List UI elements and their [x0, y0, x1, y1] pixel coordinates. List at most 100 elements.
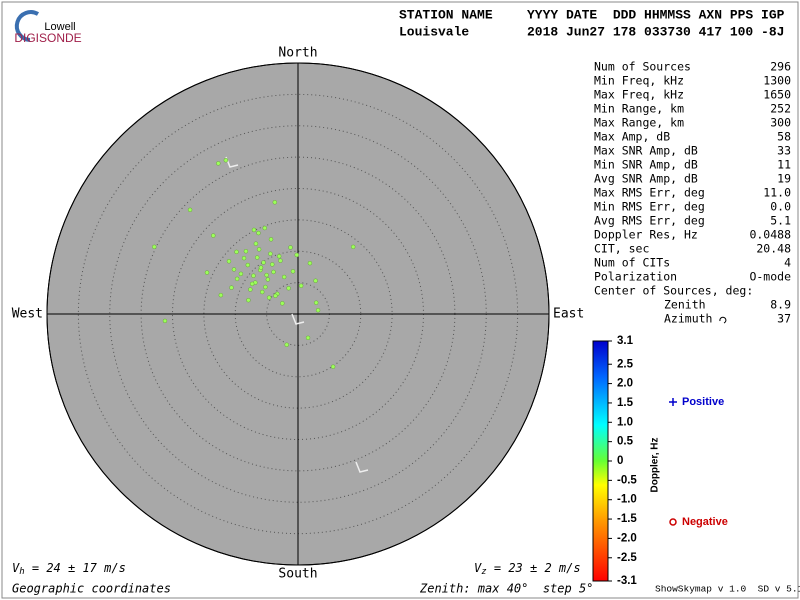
source-point — [256, 230, 261, 236]
source-point — [248, 287, 253, 292]
source-point — [231, 267, 237, 272]
source-point — [270, 262, 275, 267]
logo-swirl — [14, 10, 40, 42]
logo-bottom: DIGISONDE — [14, 31, 81, 45]
source-point — [152, 244, 157, 250]
stat-value: 0.0488 — [749, 228, 791, 242]
stat-label: Min RMS Err, deg — [594, 200, 705, 214]
source-point — [258, 265, 264, 270]
direction-label: North — [278, 46, 317, 61]
colorbar-tick-label: -2.0 — [617, 532, 637, 544]
record-info: 2018 Jun27 178 033730 417 100 -8J — [527, 24, 784, 39]
direction-label: South — [278, 567, 317, 582]
source-point — [162, 318, 168, 324]
source-point — [211, 233, 216, 238]
stat-value: 5.1 — [770, 214, 791, 228]
stat-value: 11 — [777, 158, 791, 172]
stat-value: 4 — [784, 256, 791, 270]
source-point — [307, 260, 313, 266]
header-label: YYYY DATE DDD HHMMSS AXN PPS IGP — [527, 7, 785, 22]
source-point — [263, 284, 268, 290]
stat-label: Num of Sources — [594, 60, 691, 74]
stat-label: Max RMS Err, deg — [594, 186, 705, 200]
stat-label: Num of CITs — [594, 256, 670, 270]
source-point — [290, 269, 296, 274]
source-point — [241, 255, 247, 261]
source-point — [243, 249, 249, 254]
source-point — [330, 364, 336, 369]
center-label: Zenith — [664, 298, 706, 312]
colorbar-tick-label: 0.5 — [617, 436, 634, 448]
legend-negative-marker — [669, 518, 677, 526]
source-point — [313, 278, 318, 283]
source-point — [226, 259, 232, 264]
center-label: Azimuth — [664, 312, 712, 326]
stat-value: 19 — [777, 172, 791, 186]
source-point — [246, 297, 251, 303]
direction-label: West — [12, 307, 43, 322]
velocity-marker — [291, 313, 305, 325]
colorbar-tick-label: 1.0 — [617, 416, 633, 428]
vertical-velocity: Vz = 23 ± 2 m/s — [474, 561, 581, 577]
source-point — [254, 255, 260, 260]
stat-label: Max Amp, dB — [594, 130, 670, 144]
zenith-info: Zenith: max 40° step 5° — [419, 582, 593, 596]
stat-value: 1650 — [763, 88, 791, 102]
source-point — [305, 335, 311, 341]
source-point — [350, 244, 356, 250]
stat-label: Max SNR Amp, dB — [594, 144, 698, 158]
stat-label: Avg RMS Err, deg — [594, 214, 705, 228]
source-point — [262, 225, 267, 231]
source-point — [223, 158, 229, 163]
stat-value: 58 — [777, 130, 791, 144]
source-point — [249, 281, 255, 287]
center-title: Center of Sources, deg: — [594, 284, 753, 298]
source-point — [281, 274, 287, 280]
coordinate-system: Geographic coordinates — [12, 582, 171, 596]
source-point — [288, 245, 293, 250]
stat-label: Max Freq, kHz — [594, 88, 684, 102]
source-point — [218, 292, 224, 298]
source-point — [278, 258, 283, 263]
colorbar-tick-label: -0.5 — [617, 474, 637, 486]
colorbar-tick-label: 0 — [617, 455, 623, 467]
colorbar-tick-label: -1.5 — [617, 513, 637, 525]
source-point — [268, 237, 274, 242]
stat-label: Avg SNR Amp, dB — [594, 172, 698, 186]
source-point — [261, 260, 266, 265]
source-point — [298, 283, 304, 289]
source-point — [245, 262, 251, 268]
stat-label: Min Range, km — [594, 102, 684, 116]
colorbar-tick-label: -2.5 — [617, 552, 637, 564]
stat-label: CIT, sec — [594, 242, 649, 256]
legend-negative: Negative — [682, 516, 728, 528]
source-point — [251, 227, 257, 233]
colorbar-tick-label: -3.1 — [617, 575, 637, 587]
stat-value: 20.48 — [756, 242, 791, 256]
source-point — [286, 286, 291, 291]
stat-value: 1300 — [763, 74, 791, 88]
colorbar-tick-label: 3.1 — [617, 335, 634, 347]
source-point — [276, 254, 282, 259]
version-info: ShowSkymap v 1.0 SD v 5.1 — [655, 584, 800, 595]
horizontal-velocity: Vh = 24 ± 17 m/s — [12, 561, 126, 577]
source-point — [272, 200, 278, 205]
direction-label: East — [553, 307, 584, 322]
stat-label: Doppler Res, Hz — [594, 228, 698, 242]
colorbar — [592, 340, 609, 582]
source-point — [294, 252, 299, 258]
source-point — [315, 307, 321, 313]
stat-value: 0.0 — [770, 200, 791, 214]
stat-label: Min SNR Amp, dB — [594, 158, 698, 172]
station-name: Louisvale — [399, 24, 469, 39]
source-point — [229, 285, 234, 290]
source-point — [266, 295, 272, 300]
source-point — [251, 273, 256, 278]
colorbar-tick-label: 1.5 — [617, 397, 634, 409]
center-value: 8.9 — [770, 298, 791, 312]
colorbar-label: Doppler, Hz — [650, 437, 661, 492]
source-point — [264, 272, 269, 278]
stat-label: Max Range, km — [594, 116, 684, 130]
source-point — [313, 300, 319, 305]
